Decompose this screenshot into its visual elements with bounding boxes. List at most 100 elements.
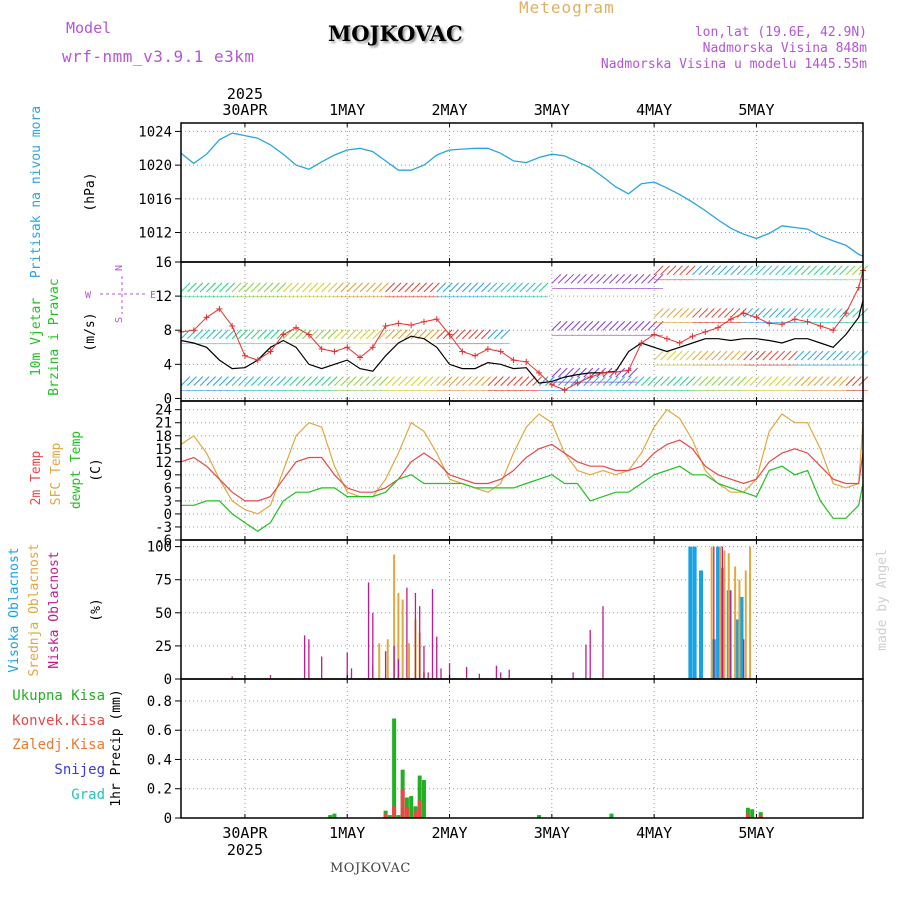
wind-barb xyxy=(711,376,722,387)
wind-barb xyxy=(813,265,824,276)
wind-barb xyxy=(378,282,389,293)
cloud-bar xyxy=(721,546,723,679)
wind-barb xyxy=(736,376,747,387)
precip-bar xyxy=(750,809,755,818)
cloud-bar xyxy=(749,546,752,679)
dewpt-line xyxy=(181,465,864,533)
cloud-bar xyxy=(269,675,272,679)
wind-barb xyxy=(506,376,517,387)
precip-bar xyxy=(758,815,763,818)
wind-gust-marker xyxy=(459,348,466,355)
wind-barb xyxy=(666,376,677,387)
cloud-bar xyxy=(378,643,381,679)
y-tick-label: 21 xyxy=(155,416,172,432)
cloud-bar xyxy=(589,630,591,679)
wind-barb xyxy=(308,282,319,293)
cloud-bar xyxy=(419,606,421,679)
precip-bar xyxy=(404,807,409,818)
wind-barb xyxy=(826,265,837,276)
wind-gust-marker xyxy=(395,320,402,327)
wind-barb xyxy=(557,367,568,378)
precip-bar xyxy=(609,813,614,818)
wind-barb xyxy=(327,282,338,293)
wind-gust-marker xyxy=(740,310,747,317)
cloud-bar xyxy=(406,587,408,679)
wind-barb xyxy=(500,329,511,340)
cloud-bar xyxy=(397,659,400,679)
wind-speed-line xyxy=(180,300,864,384)
cloud-bar xyxy=(585,644,587,679)
wind-barb xyxy=(704,265,715,276)
wind-barb xyxy=(564,367,574,378)
wind-barb xyxy=(839,265,849,276)
wind-gust-marker xyxy=(842,310,849,317)
wind-barb xyxy=(685,376,696,387)
y-tick-label: 12 xyxy=(155,289,172,305)
wind-gust-marker xyxy=(779,321,786,328)
wind-barb xyxy=(238,329,248,340)
wind-barb xyxy=(570,320,581,331)
wind-barb xyxy=(596,376,606,387)
wind-gust-marker xyxy=(305,331,312,338)
wind-gust-marker xyxy=(484,345,491,352)
wind-barb xyxy=(410,282,421,293)
wind-barb xyxy=(455,329,466,340)
wind-gust-marker xyxy=(190,327,197,334)
y-tick-label: 1024 xyxy=(138,124,172,140)
wind-gust-marker xyxy=(651,331,658,338)
wind-barb xyxy=(487,329,498,340)
wind-barb xyxy=(308,329,319,340)
wind-barb xyxy=(800,265,811,276)
precip-bar xyxy=(387,815,392,818)
wind-barb xyxy=(378,329,389,340)
wind-barb xyxy=(807,308,817,318)
wind-gust-marker xyxy=(472,352,479,359)
wind-barb xyxy=(698,350,709,361)
wind-barb xyxy=(807,350,817,361)
wind-barb xyxy=(404,329,415,340)
wind-barb xyxy=(346,376,357,387)
wind-barb xyxy=(589,320,600,331)
date-label-bottom: 1MAY xyxy=(329,824,365,842)
wind-barb xyxy=(749,376,760,387)
wind-gust-marker xyxy=(369,344,376,351)
model-label: Model xyxy=(66,19,112,37)
wind-barb xyxy=(493,329,504,340)
y-tick-label: 1016 xyxy=(138,192,172,208)
wind-barb xyxy=(730,265,741,276)
wind-unit: (m/s) xyxy=(83,312,98,351)
wind-barb xyxy=(692,265,702,276)
precip-legend-item: Zaledj.Kisa xyxy=(12,737,105,753)
cloud-bar xyxy=(386,639,389,679)
wind-barb xyxy=(672,308,683,318)
wind-gust-marker xyxy=(791,316,798,323)
wind-barb xyxy=(359,282,370,293)
wind-barb xyxy=(289,376,300,387)
y-tick-label: 0.6 xyxy=(147,723,172,739)
wind-barb xyxy=(851,308,862,318)
wind-barb xyxy=(404,282,415,293)
wind-barb xyxy=(672,265,683,276)
wind-gust-marker xyxy=(318,345,325,352)
y-tick-label: 24 xyxy=(155,403,172,419)
wind-barb xyxy=(334,282,344,293)
wind-barb xyxy=(832,265,843,276)
wind-barb xyxy=(788,265,798,276)
compass-east: E xyxy=(150,290,156,301)
wind-gust-marker xyxy=(587,374,594,381)
wind-barb xyxy=(704,308,715,318)
y-tick-label: 75 xyxy=(155,573,172,589)
wind-barb xyxy=(768,308,779,318)
sfc-title: SFC Temp xyxy=(49,443,64,506)
wind-barb xyxy=(781,350,792,361)
wind-barb xyxy=(564,320,574,331)
precip-bar xyxy=(328,815,333,818)
wind-barb xyxy=(839,376,849,387)
wind-barb xyxy=(481,282,491,293)
wind-barb xyxy=(813,308,824,318)
wind-barb xyxy=(519,376,530,387)
wind-barb xyxy=(327,376,338,387)
wind-barb xyxy=(845,350,856,361)
wind-barb xyxy=(250,329,261,340)
wind-barb xyxy=(270,282,280,293)
